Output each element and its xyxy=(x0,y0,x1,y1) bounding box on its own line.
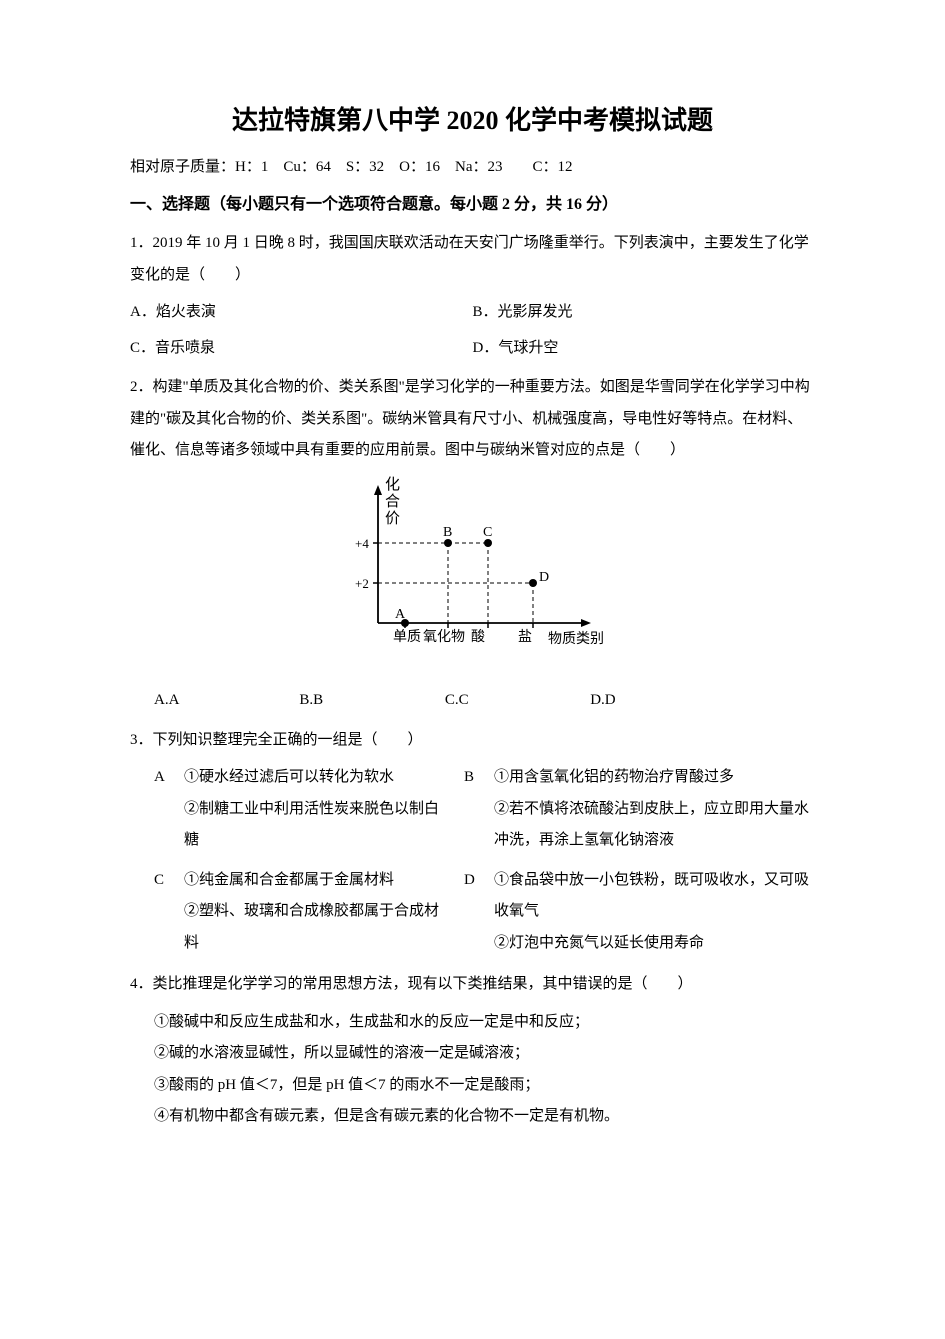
valence-chart-svg: 化 合 价 化 合 价 化 合 价 +4 +2 单质 氧化物 xyxy=(323,473,623,663)
svg-text:C: C xyxy=(483,525,492,540)
svg-text:D: D xyxy=(539,570,549,585)
svg-text:B: B xyxy=(443,525,452,540)
q1-text: 1．2019 年 10 月 1 日晚 8 时，我国国庆联欢活动在天安门广场隆重举… xyxy=(130,228,815,291)
question-4: 4．类比推理是化学学习的常用思想方法，现有以下类推结果，其中错误的是（ ） ①酸… xyxy=(130,969,815,1133)
page-title: 达拉特旗第八中学 2020 化学中考模拟试题 xyxy=(130,100,815,137)
q4-sub4: ④有机物中都含有碳元素，但是含有碳元素的化合物不一定是有机物。 xyxy=(154,1101,815,1133)
svg-text:氧化物: 氧化物 xyxy=(423,629,465,645)
q3-c-line1: ①纯金属和合金都属于金属材料 xyxy=(184,865,444,897)
q2-text: 2．构建"单质及其化合物的价、类关系图"是学习化学的一种重要方法。如图是华雪同学… xyxy=(130,372,815,467)
q3-label-b: B xyxy=(464,762,494,794)
svg-text:价: 价 xyxy=(385,511,400,527)
q3-c-content: ①纯金属和合金都属于金属材料 ②塑料、玻璃和合成橡胶都属于合成材料 xyxy=(184,865,464,960)
q2-option-b: B.B xyxy=(299,685,444,717)
q4-sub1: ①酸碱中和反应生成盐和水，生成盐和水的反应一定是中和反应； xyxy=(154,1007,815,1039)
svg-text:物质类别: 物质类别 xyxy=(548,631,604,647)
svg-text:化: 化 xyxy=(385,476,400,493)
svg-text:+2: +2 xyxy=(355,576,369,591)
q3-a-line1: ①硬水经过滤后可以转化为软水 xyxy=(184,762,444,794)
svg-text:合: 合 xyxy=(385,493,400,510)
q3-label-c: C xyxy=(154,865,184,897)
q3-text: 3．下列知识整理完全正确的一组是（ ） xyxy=(130,725,815,757)
q4-sub2: ②碱的水溶液显碱性，所以显碱性的溶液一定是碱溶液； xyxy=(154,1038,815,1070)
q3-c-line2: ②塑料、玻璃和合成橡胶都属于合成材料 xyxy=(184,896,444,959)
q3-a-line2: ②制糖工业中利用活性炭来脱色以制白糖 xyxy=(184,794,444,857)
q3-b-line2: ②若不慎将浓硫酸沾到皮肤上，应立即用大量水冲洗，再涂上氢氧化钠溶液 xyxy=(494,794,815,857)
q2-option-a: A.A xyxy=(154,685,299,717)
q3-label-d: D xyxy=(464,865,494,897)
svg-text:+4: +4 xyxy=(355,536,369,551)
q1-option-c: C．音乐喷泉 xyxy=(130,333,473,365)
q4-text: 4．类比推理是化学学习的常用思想方法，现有以下类推结果，其中错误的是（ ） xyxy=(130,969,815,1001)
q3-d-content: ①食品袋中放一小包铁粉，既可吸收水，又可吸收氧气 ②灯泡中充氮气以延长使用寿命 xyxy=(494,865,815,960)
q3-b-line1: ①用含氢氧化铝的药物治疗胃酸过多 xyxy=(494,762,815,794)
question-1: 1．2019 年 10 月 1 日晚 8 时，我国国庆联欢活动在天安门广场隆重举… xyxy=(130,228,815,364)
q2-option-c: C.C xyxy=(445,685,590,717)
svg-text:盐: 盐 xyxy=(518,629,532,645)
q3-label-a: A xyxy=(154,762,184,794)
q1-option-b: B．光影屏发光 xyxy=(473,297,816,329)
q3-d-line1: ①食品袋中放一小包铁粉，既可吸收水，又可吸收氧气 xyxy=(494,865,815,928)
q4-sub3: ③酸雨的 pH 值＜7，但是 pH 值＜7 的雨水不一定是酸雨； xyxy=(154,1070,815,1102)
question-3: 3．下列知识整理完全正确的一组是（ ） A ①硬水经过滤后可以转化为软水 ②制糖… xyxy=(130,725,815,960)
atomic-mass-line: 相对原子质量：H：1 Cu：64 S：32 O：16 Na：23 C：12 xyxy=(130,155,815,176)
svg-text:酸: 酸 xyxy=(471,629,485,645)
q1-option-d: D．气球升空 xyxy=(473,333,816,365)
q3-a-content: ①硬水经过滤后可以转化为软水 ②制糖工业中利用活性炭来脱色以制白糖 xyxy=(184,762,464,857)
svg-text:A: A xyxy=(395,607,406,622)
q2-chart: 化 合 价 化 合 价 化 合 价 +4 +2 单质 氧化物 xyxy=(130,473,815,676)
svg-text:单质: 单质 xyxy=(393,629,421,645)
question-2: 2．构建"单质及其化合物的价、类关系图"是学习化学的一种重要方法。如图是华雪同学… xyxy=(130,372,815,717)
q2-option-d: D.D xyxy=(590,685,735,717)
q3-b-content: ①用含氢氧化铝的药物治疗胃酸过多 ②若不慎将浓硫酸沾到皮肤上，应立即用大量水冲洗… xyxy=(494,762,815,857)
q1-option-a: A．焰火表演 xyxy=(130,297,473,329)
section-header: 一、选择题（每小题只有一个选项符合题意。每小题 2 分，共 16 分） xyxy=(130,190,815,214)
q3-d-line2: ②灯泡中充氮气以延长使用寿命 xyxy=(494,928,815,960)
